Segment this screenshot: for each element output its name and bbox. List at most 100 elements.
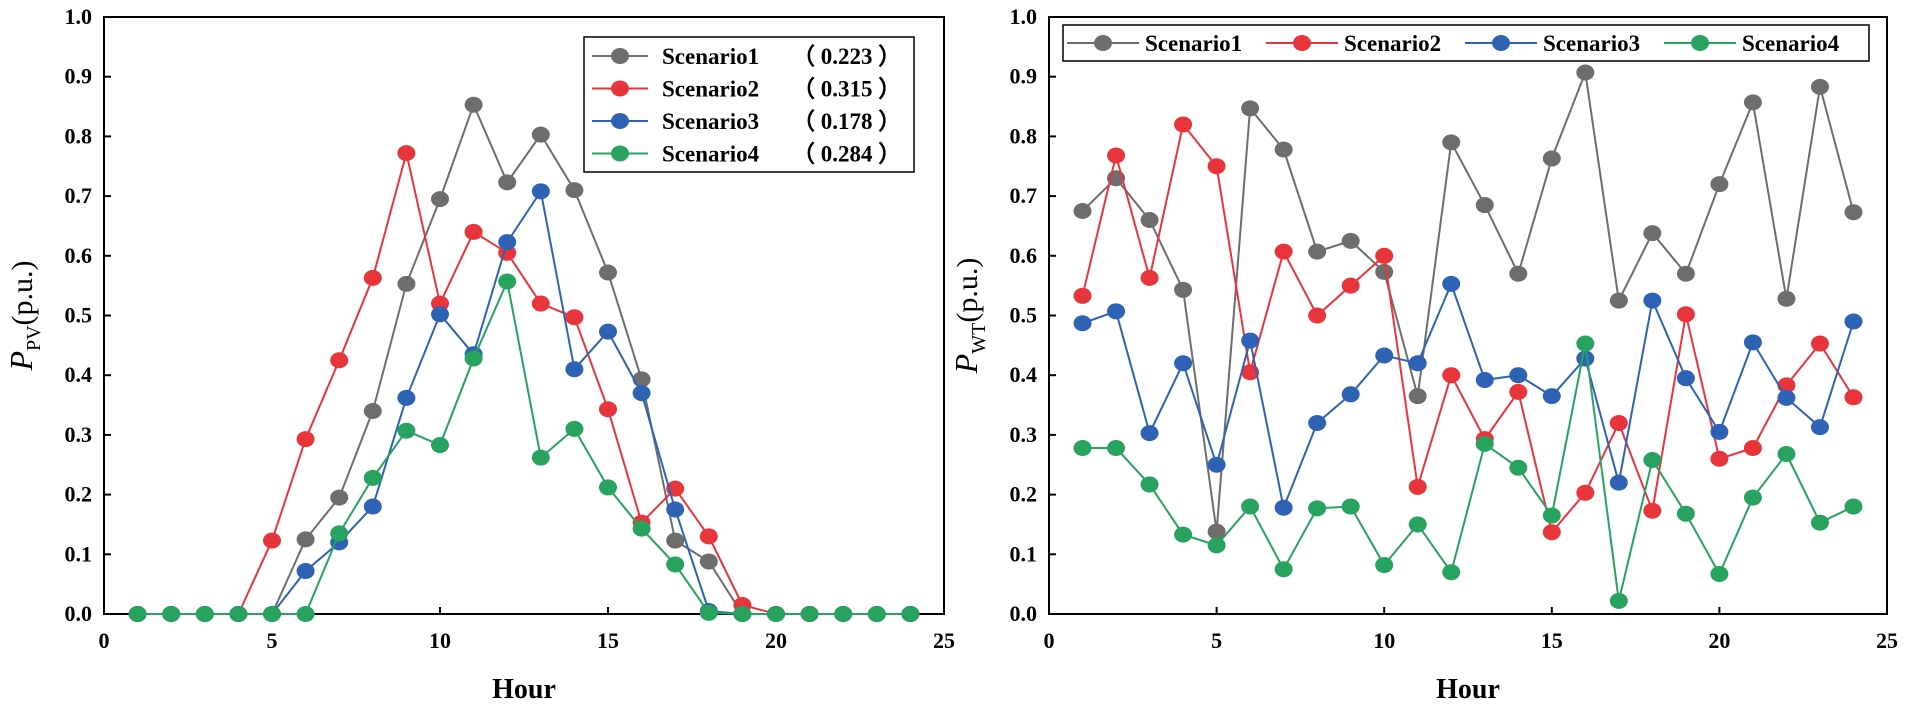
wt-data-point — [1710, 423, 1729, 440]
wt-data-point — [1609, 474, 1628, 491]
pv-data-point — [565, 361, 584, 378]
pv-data-point — [699, 528, 718, 545]
legend-label: Scenario1 — [662, 44, 759, 69]
pv-ytick-label: 0.5 — [65, 303, 93, 328]
wt-data-point — [1174, 116, 1193, 133]
wt-data-point — [1844, 204, 1863, 221]
wt-data-point — [1442, 134, 1461, 151]
wt-series-2 — [1073, 116, 1863, 541]
wt-data-point — [1676, 370, 1695, 387]
wt-series-1 — [1073, 64, 1863, 540]
wt-data-point — [1341, 232, 1360, 249]
wt-data-point — [1408, 516, 1427, 533]
pv-ytick-label: 0.1 — [65, 541, 93, 566]
pv-xtick-label: 15 — [597, 628, 619, 653]
pv-data-point — [599, 264, 617, 281]
wt-data-point — [1375, 263, 1394, 280]
pv-data-point — [263, 606, 281, 622]
pv-data-point — [431, 306, 449, 323]
pv-series-3 — [128, 183, 920, 622]
wt-data-point — [1676, 306, 1695, 323]
pv-data-point — [632, 520, 651, 537]
legend-label: Scenario2 — [1344, 31, 1441, 56]
wt-series-line-3 — [1082, 281, 1855, 512]
wt-ytick-label: 0.3 — [1010, 422, 1038, 447]
pv-data-point — [397, 422, 416, 439]
wt-data-point — [1073, 287, 1092, 304]
pv-data-point — [363, 469, 382, 486]
wt-data-point — [1274, 141, 1293, 158]
wt-data-point — [1073, 203, 1092, 220]
wt-series-line-2 — [1081, 122, 1855, 535]
wt-data-point — [1844, 313, 1863, 330]
pv-data-point — [699, 604, 718, 621]
pv-data-point — [464, 223, 483, 240]
pv-data-point — [565, 309, 584, 326]
wt-data-point — [1676, 505, 1695, 522]
legend-item-2: Scenario2 — [1266, 31, 1441, 56]
pv-data-point — [195, 606, 214, 622]
pv-data-point — [162, 606, 181, 622]
wt-data-point — [1576, 64, 1595, 81]
legend-item-3: Scenario3 — [1465, 31, 1640, 56]
wt-data-point — [1341, 386, 1360, 403]
pv-data-point — [565, 420, 584, 437]
wt-data-point — [1174, 526, 1193, 543]
legend-marker — [611, 145, 629, 162]
pv-data-point — [330, 525, 349, 542]
wt-data-point — [1542, 507, 1561, 524]
wt-data-point — [1743, 94, 1762, 111]
wt-data-point — [1676, 265, 1695, 282]
legend-item-1: Scenario1 （ 0.223 ） — [592, 43, 901, 69]
wt-data-point — [1308, 307, 1327, 324]
pv-ytick-label: 1.0 — [65, 4, 93, 29]
wt-ytick-label: 0.5 — [1010, 303, 1038, 328]
legend-marker — [1492, 35, 1510, 51]
wt-data-point — [1207, 456, 1226, 473]
wt-xtick-label: 5 — [1211, 628, 1222, 653]
pv-data-point — [397, 145, 416, 162]
wt-ytick-label: 0.6 — [1010, 243, 1038, 268]
pv-data-point — [330, 489, 349, 506]
pv-y-axis-symbol: P — [3, 351, 39, 372]
pv-data-point — [800, 606, 819, 622]
wt-data-point — [1442, 367, 1461, 384]
legend-probability: （ 0.223 ） — [792, 43, 901, 69]
wt-data-point — [1442, 275, 1461, 292]
wt-ytick-label: 0.7 — [1010, 183, 1038, 208]
wt-xtick-label: 0 — [1044, 628, 1055, 653]
wt-y-axis-unit: (p.u.) — [951, 258, 984, 323]
pv-data-point — [733, 606, 752, 622]
wt-plot-frame — [1048, 16, 1888, 615]
wt-xtick-label: 25 — [1876, 628, 1898, 653]
wt-series-line-1 — [1081, 68, 1855, 532]
wt-data-point — [1207, 158, 1226, 175]
wt-data-point — [1174, 355, 1193, 372]
pv-data-point — [531, 126, 550, 143]
wt-data-point — [1643, 502, 1662, 519]
legend-probability: （ 0.284 ） — [792, 141, 901, 167]
legend-item-4: Scenario4 （ 0.284 ） — [592, 141, 901, 167]
pv-data-point — [498, 234, 517, 251]
wt-data-point — [1308, 243, 1327, 260]
pv-data-point — [565, 182, 584, 199]
pv-data-point — [363, 403, 382, 420]
wt-data-point — [1174, 281, 1193, 298]
pv-y-axis-subscript: PV — [23, 325, 45, 351]
wt-data-point — [1743, 440, 1762, 457]
pv-data-point — [666, 556, 685, 573]
pv-data-point — [363, 269, 382, 286]
legend-label: Scenario4 — [662, 142, 760, 167]
pv-legend-box — [583, 36, 915, 173]
wt-data-point — [1341, 498, 1360, 515]
pv-data-point — [296, 563, 315, 580]
wt-data-point — [1509, 459, 1528, 476]
wt-data-point — [1844, 498, 1863, 515]
wt-data-point — [1274, 561, 1293, 578]
wt-data-point — [1140, 211, 1159, 228]
legend-label: Scenario3 — [662, 109, 759, 134]
pv-ytick-label: 0.3 — [65, 422, 93, 447]
pv-data-point — [397, 275, 416, 292]
wt-data-point — [1408, 478, 1427, 495]
